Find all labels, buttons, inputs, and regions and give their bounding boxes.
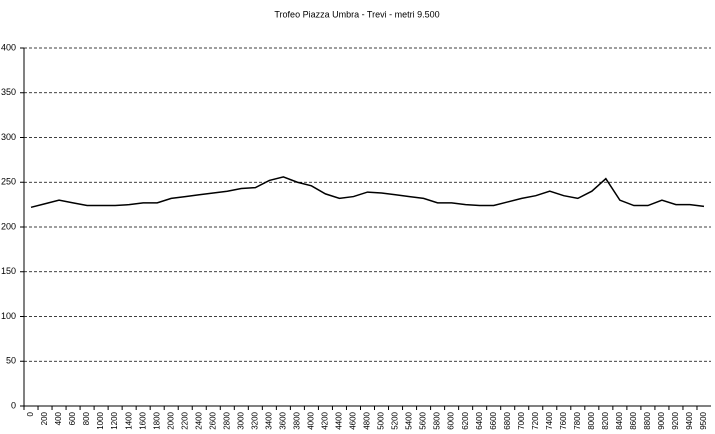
x-tick-label: 9200 <box>671 411 680 429</box>
y-tick-label: 300 <box>1 132 16 142</box>
x-tick-label: 8000 <box>587 411 596 429</box>
x-tick-label: 2000 <box>166 411 175 429</box>
x-tick-label: 3600 <box>278 411 287 429</box>
x-tick-label: 7200 <box>531 411 540 429</box>
x-tick-label: 2600 <box>208 411 217 429</box>
x-tick-label: 6600 <box>489 411 498 429</box>
x-tick-label: 2800 <box>222 411 231 429</box>
x-tick-label: 6200 <box>461 411 470 429</box>
x-tick-label: 1600 <box>138 411 147 429</box>
y-tick-label: 200 <box>1 221 16 231</box>
x-tick-label: 2400 <box>194 411 203 429</box>
x-tick-label: 0 <box>26 411 35 416</box>
x-tick-label: 5200 <box>391 411 400 429</box>
x-tick-label: 5400 <box>405 411 414 429</box>
chart-title: Trofeo Piazza Umbra - Trevi - metri 9.50… <box>274 9 439 19</box>
x-tick-label: 4400 <box>335 411 344 429</box>
x-tick-label: 5000 <box>377 411 386 429</box>
x-tick-label: 200 <box>40 411 49 425</box>
x-tick-label: 600 <box>68 411 77 425</box>
x-tick-label: 6400 <box>475 411 484 429</box>
x-tick-label: 4000 <box>307 411 316 429</box>
y-tick-label: 150 <box>1 266 16 276</box>
x-tick-label: 6000 <box>447 411 456 429</box>
x-tick-label: 4800 <box>363 411 372 429</box>
x-tick-label: 8600 <box>629 411 638 429</box>
x-tick-label: 5800 <box>433 411 442 429</box>
x-tick-label: 3400 <box>264 411 273 429</box>
x-tick-label: 4600 <box>349 411 358 429</box>
x-tick-label: 800 <box>82 411 91 425</box>
y-tick-label: 100 <box>1 311 16 321</box>
x-tick-label: 7600 <box>559 411 568 429</box>
x-tick-label: 1800 <box>152 411 161 429</box>
x-tick-label: 3200 <box>250 411 259 429</box>
x-tick-label: 400 <box>54 411 63 425</box>
x-tick-label: 7800 <box>573 411 582 429</box>
x-tick-label: 9400 <box>685 411 694 429</box>
x-tick-label: 3800 <box>293 411 302 429</box>
x-tick-label: 5600 <box>419 411 428 429</box>
x-tick-label: 1400 <box>124 411 133 429</box>
x-tick-label: 9500 <box>699 411 708 429</box>
x-tick-label: 8800 <box>643 411 652 429</box>
x-tick-label: 9000 <box>657 411 666 429</box>
x-tick-label: 6800 <box>503 411 512 429</box>
x-tick-label: 3000 <box>236 411 245 429</box>
x-tick-label: 1200 <box>110 411 119 429</box>
x-tick-label: 7000 <box>517 411 526 429</box>
line <box>30 176 705 209</box>
y-tick-label: 400 <box>1 42 16 52</box>
y-tick-label: 350 <box>1 87 16 97</box>
x-tick-label: 8200 <box>601 411 610 429</box>
x-tick-label: 1000 <box>96 411 105 429</box>
y-tick-label: 50 <box>6 356 16 366</box>
x-tick-label: 7400 <box>545 411 554 429</box>
y-tick-label: 0 <box>11 400 16 410</box>
x-tick-label: 8400 <box>615 411 624 429</box>
x-tick-label: 2200 <box>180 411 189 429</box>
x-tick-label: 4200 <box>321 411 330 429</box>
y-tick-label: 250 <box>1 177 16 187</box>
